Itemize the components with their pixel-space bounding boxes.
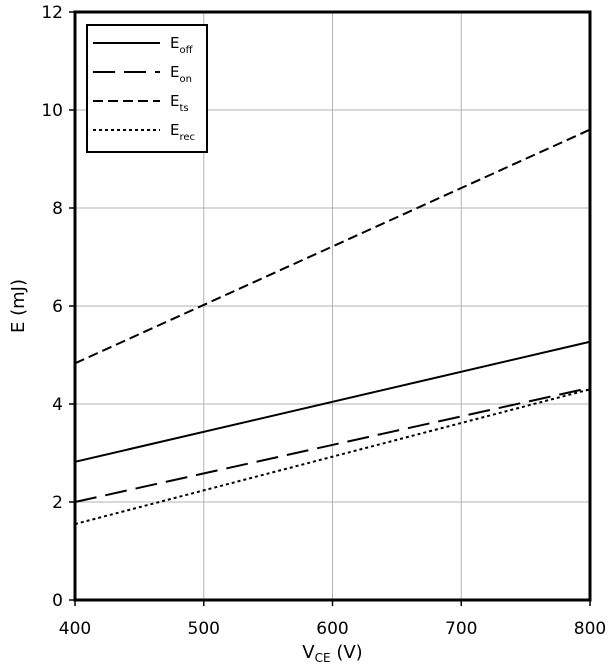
x-tick-label: 800 [574, 619, 606, 639]
x-tick-label: 600 [316, 619, 348, 639]
x-axis-label: VCE (V) [302, 642, 362, 665]
y-tick-label: 6 [52, 297, 63, 317]
y-tick-label: 12 [41, 3, 63, 23]
y-axis-label: E (mJ) [8, 279, 29, 333]
legend-label: Ets [170, 92, 189, 114]
series-line-Erec [74, 388, 591, 526]
ticks: 400 500 600 700 800 0 2 4 6 8 10 12 [41, 3, 606, 639]
x-tick-label: 500 [188, 619, 220, 639]
legend-label: Eoff [170, 34, 194, 56]
x-tick-label: 700 [445, 619, 477, 639]
series-line-Eon [74, 386, 591, 503]
y-tick-label: 2 [52, 493, 63, 513]
legend-label: Eon [170, 63, 192, 85]
legend-label: Erec [170, 121, 195, 143]
legend-label-sub: rec [179, 132, 195, 143]
y-tick-label: 10 [41, 101, 63, 121]
legend-label-sub: off [179, 45, 193, 56]
x-tick-label: 400 [59, 619, 91, 639]
legend-label-main: E [170, 34, 179, 52]
legend-label-main: E [170, 92, 179, 110]
series-line-Ets [74, 128, 591, 365]
series-layer [74, 128, 591, 526]
legend-label-sub: ts [179, 103, 188, 114]
y-tick-label: 0 [52, 591, 63, 611]
legend-label-sub: on [179, 74, 191, 85]
legend-label-main: E [170, 121, 179, 139]
x-axis-label-unit: (V) [331, 642, 363, 663]
x-axis-label-sub: CE [315, 651, 331, 665]
legend-label-main: E [170, 63, 179, 81]
x-axis-label-main: V [302, 642, 315, 663]
series-line-Eoff [74, 340, 591, 463]
y-tick-label: 4 [52, 395, 63, 415]
y-tick-label: 8 [52, 199, 63, 219]
